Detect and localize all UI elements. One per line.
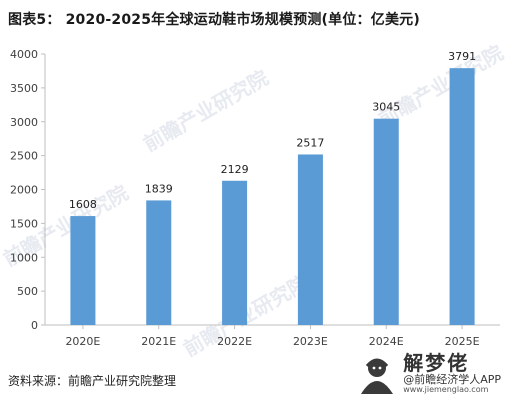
fortune-teller-icon (361, 358, 394, 394)
y-tick-label: 1500 (10, 217, 38, 230)
data-label: 1839 (145, 182, 173, 195)
data-label: 2129 (221, 163, 249, 176)
y-tick-label: 1000 (10, 251, 38, 264)
x-tick-label: 2023E (293, 335, 328, 348)
bar (146, 200, 172, 325)
source-note: 资料来源：前瞻产业研究院整理 (8, 374, 177, 388)
chart-title: 图表5： 2020-2025年全球运动鞋市场规模预测(单位：亿美元) (8, 12, 420, 28)
data-label: 3791 (448, 50, 476, 63)
x-tick-label: 2024E (369, 335, 404, 348)
data-label: 3045 (372, 101, 400, 114)
data-label: 2517 (296, 136, 324, 149)
logo-title: 解梦佬 (403, 351, 470, 376)
y-tick-label: 4000 (10, 48, 38, 61)
y-tick-label: 500 (17, 285, 38, 298)
data-label: 1608 (69, 198, 97, 211)
logo-subtitle: @前瞻经济学人APP (403, 373, 501, 387)
chart-area: 0 500 1000 1500 2000 2500 3000 3500 4000 1608 2020… (0, 40, 507, 355)
x-tick-label: 2021E (141, 335, 176, 348)
bar (297, 154, 323, 325)
bar (70, 216, 96, 325)
bar-chart: 0 500 1000 1500 2000 2500 3000 3500 4000 1608 2020… (10, 48, 500, 348)
bar (222, 180, 248, 325)
logo-url: www.jiemenglao.com (403, 384, 489, 394)
y-tick-label: 2000 (10, 184, 38, 197)
y-tick-label: 0 (31, 319, 38, 332)
x-tick-label: 2022E (217, 335, 252, 348)
bar (373, 118, 399, 325)
y-tick-label: 3000 (10, 116, 38, 129)
bar (449, 68, 475, 325)
y-tick-label: 3500 (10, 82, 38, 95)
x-tick-label: 2025E (445, 335, 480, 348)
x-tick-label: 2020E (65, 335, 100, 348)
y-tick-label: 2500 (10, 150, 38, 163)
logo: 解梦佬 @前瞻经济学人APP www.jiemenglao.com (355, 353, 501, 394)
